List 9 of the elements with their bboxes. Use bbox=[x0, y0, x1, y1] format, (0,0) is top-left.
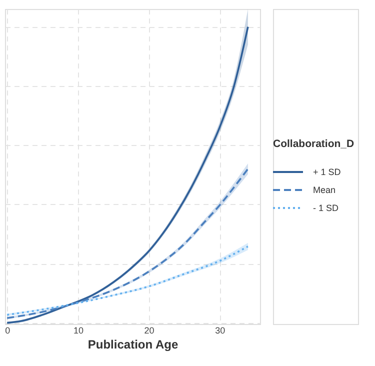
x-tick-label: 30 bbox=[215, 326, 226, 336]
x-tick-label: 10 bbox=[73, 326, 84, 336]
legend-title: Collaboration_D bbox=[273, 138, 355, 150]
x-tick-label: 0 bbox=[5, 326, 10, 336]
legend-label: Mean bbox=[313, 185, 336, 195]
x-tick-label: 20 bbox=[144, 326, 154, 336]
legend-label: + 1 SD bbox=[313, 167, 342, 177]
x-axis-title: Publication Age bbox=[88, 338, 178, 352]
legend-label: - 1 SD bbox=[313, 203, 340, 213]
